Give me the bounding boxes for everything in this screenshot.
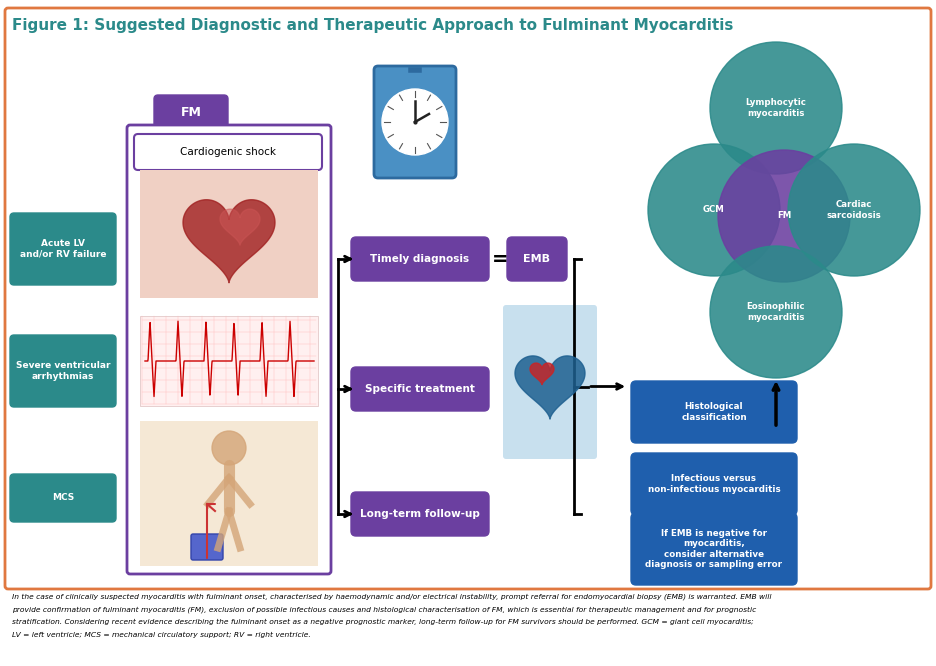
FancyBboxPatch shape <box>351 237 489 281</box>
FancyBboxPatch shape <box>154 95 227 130</box>
FancyBboxPatch shape <box>139 170 317 298</box>
Text: GCM: GCM <box>702 206 724 214</box>
FancyBboxPatch shape <box>5 8 930 589</box>
Circle shape <box>212 431 246 465</box>
FancyBboxPatch shape <box>139 421 317 566</box>
FancyBboxPatch shape <box>10 474 116 522</box>
Text: Specific treatment: Specific treatment <box>365 384 475 394</box>
Text: Eosinophilic
myocarditis: Eosinophilic myocarditis <box>746 302 804 322</box>
FancyBboxPatch shape <box>351 367 489 411</box>
Circle shape <box>709 42 841 174</box>
FancyBboxPatch shape <box>506 237 566 281</box>
FancyBboxPatch shape <box>139 316 317 406</box>
Circle shape <box>717 150 849 282</box>
Text: Long-term follow-up: Long-term follow-up <box>359 509 479 519</box>
FancyBboxPatch shape <box>10 213 116 285</box>
Text: Acute LV
and/or RV failure: Acute LV and/or RV failure <box>20 239 106 258</box>
Text: provide confirmation of fulminant myocarditis (FM), exclusion of possible infect: provide confirmation of fulminant myocar… <box>12 606 755 613</box>
FancyBboxPatch shape <box>503 305 596 459</box>
Text: Severe ventricular
arrhythmias: Severe ventricular arrhythmias <box>16 361 110 381</box>
Text: MCS: MCS <box>51 494 74 503</box>
Text: Cardiac
sarcoidosis: Cardiac sarcoidosis <box>826 200 881 220</box>
FancyBboxPatch shape <box>630 453 797 515</box>
FancyBboxPatch shape <box>134 134 322 170</box>
Text: =: = <box>491 250 507 268</box>
Text: LV = left ventricle; MCS = mechanical circulatory support; RV = right ventricle.: LV = left ventricle; MCS = mechanical ci… <box>12 632 311 638</box>
Text: Timely diagnosis: Timely diagnosis <box>370 254 469 264</box>
FancyBboxPatch shape <box>191 534 223 560</box>
Text: Histological
classification: Histological classification <box>680 402 746 422</box>
Circle shape <box>709 246 841 378</box>
Text: In the case of clinically suspected myocarditis with fulminant onset, characteri: In the case of clinically suspected myoc… <box>12 593 770 599</box>
Circle shape <box>648 144 779 276</box>
Text: Infectious versus
non-infectious myocarditis: Infectious versus non-infectious myocard… <box>647 474 780 494</box>
Text: EMB: EMB <box>523 254 550 264</box>
Polygon shape <box>220 209 259 245</box>
Text: Cardiogenic shock: Cardiogenic shock <box>180 147 276 157</box>
Polygon shape <box>183 200 274 283</box>
FancyBboxPatch shape <box>630 513 797 585</box>
FancyBboxPatch shape <box>10 335 116 407</box>
Polygon shape <box>530 363 553 385</box>
Text: Lymphocytic
myocarditis: Lymphocytic myocarditis <box>745 99 806 118</box>
Circle shape <box>382 89 447 155</box>
Text: FM: FM <box>776 212 790 220</box>
FancyBboxPatch shape <box>630 381 797 443</box>
FancyBboxPatch shape <box>373 66 456 178</box>
FancyBboxPatch shape <box>127 125 330 574</box>
Text: stratification. Considering recent evidence describing the fulminant onset as a : stratification. Considering recent evide… <box>12 619 753 625</box>
Text: If EMB is negative for
myocarditis,
consider alternative
diagnosis or sampling e: If EMB is negative for myocarditis, cons… <box>645 529 782 569</box>
FancyBboxPatch shape <box>351 492 489 536</box>
Circle shape <box>787 144 919 276</box>
Text: Figure 1: Suggested Diagnostic and Therapeutic Approach to Fulminant Myocarditis: Figure 1: Suggested Diagnostic and Thera… <box>12 18 733 33</box>
Polygon shape <box>515 356 584 419</box>
Text: FM: FM <box>181 105 201 119</box>
